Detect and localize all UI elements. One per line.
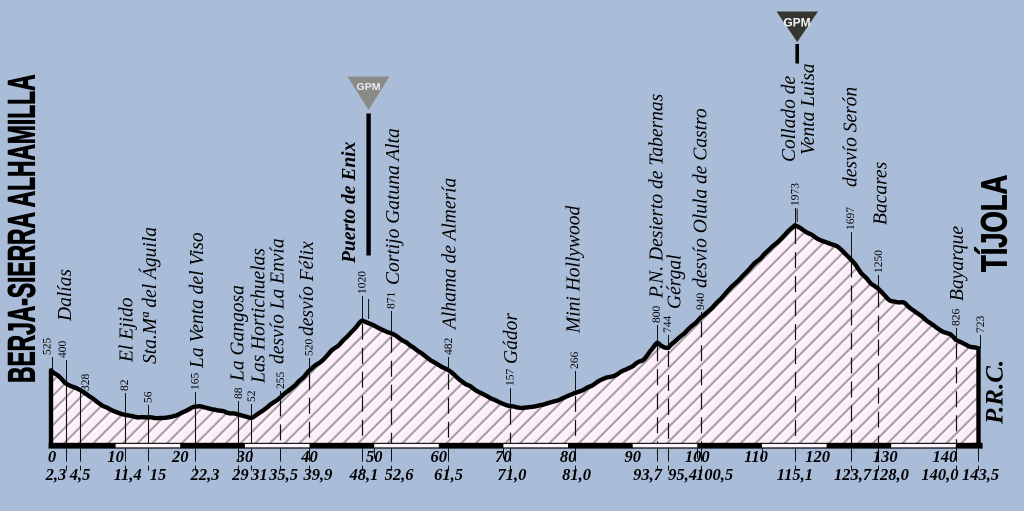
svg-text:48,1: 48,1	[348, 465, 378, 484]
svg-text:482: 482	[443, 338, 455, 356]
svg-text:desvío Félix: desvío Félix	[297, 241, 318, 336]
svg-text:50: 50	[366, 447, 383, 466]
svg-text:Las Hortichuelas: Las Hortichuelas	[248, 248, 269, 384]
svg-text:Dalías: Dalías	[55, 269, 76, 322]
svg-text:Mini Hollywood: Mini Hollywood	[564, 205, 585, 334]
svg-text:140: 140	[933, 447, 958, 466]
svg-text:871: 871	[386, 292, 398, 310]
svg-text:940: 940	[695, 293, 707, 311]
svg-text:35,5: 35,5	[268, 465, 298, 484]
svg-text:20: 20	[171, 447, 189, 466]
svg-text:123,7: 123,7	[834, 465, 872, 484]
svg-text:Puerto de Enix: Puerto de Enix	[339, 141, 360, 264]
svg-text:100,5: 100,5	[696, 465, 733, 484]
svg-text:60: 60	[431, 447, 448, 466]
svg-text:P.R.C.: P.R.C.	[982, 360, 1009, 425]
svg-text:1250: 1250	[873, 250, 885, 273]
svg-text:520: 520	[303, 339, 315, 357]
svg-text:11,4: 11,4	[114, 465, 142, 484]
svg-text:2,3: 2,3	[45, 465, 67, 484]
svg-text:266: 266	[569, 352, 581, 370]
svg-text:BERJA-SIERRA ALHAMILLA: BERJA-SIERRA ALHAMILLA	[1, 74, 43, 383]
svg-text:61,5: 61,5	[434, 465, 463, 484]
svg-text:29: 29	[231, 465, 249, 484]
svg-text:P.N. Desierto de Tabernas: P.N. Desierto de Tabernas	[647, 94, 668, 299]
svg-text:1020: 1020	[356, 271, 368, 294]
svg-text:desvío La Envía: desvío La Envía	[268, 238, 289, 364]
svg-text:4,5: 4,5	[69, 465, 91, 484]
svg-text:90: 90	[624, 447, 641, 466]
svg-text:71,0: 71,0	[497, 465, 526, 484]
svg-text:723: 723	[975, 316, 987, 334]
svg-text:52: 52	[246, 390, 258, 402]
svg-text:128,0: 128,0	[872, 465, 909, 484]
svg-text:93,7: 93,7	[633, 465, 663, 484]
svg-text:115,1: 115,1	[777, 465, 813, 484]
svg-text:130: 130	[873, 447, 898, 466]
svg-text:Bacares: Bacares	[870, 162, 891, 225]
svg-text:desvío Serón: desvío Serón	[841, 87, 862, 187]
svg-text:80: 80	[560, 447, 577, 466]
svg-text:52,6: 52,6	[385, 465, 415, 484]
svg-text:328: 328	[80, 374, 92, 392]
svg-text:39,9: 39,9	[302, 465, 332, 484]
svg-text:165: 165	[190, 373, 202, 391]
svg-text:157: 157	[504, 369, 516, 387]
svg-text:110: 110	[744, 447, 768, 466]
svg-text:744: 744	[662, 316, 674, 334]
svg-text:TÍJOLA: TÍJOLA	[974, 175, 1015, 272]
svg-text:88: 88	[233, 387, 245, 399]
svg-text:800: 800	[651, 306, 663, 324]
svg-text:140,0: 140,0	[921, 465, 958, 484]
svg-text:10: 10	[107, 447, 124, 466]
svg-text:525: 525	[42, 338, 54, 356]
svg-text:95,4: 95,4	[668, 465, 697, 484]
svg-text:Venta Luisa: Venta Luisa	[798, 63, 819, 155]
svg-text:Alhama de Almería: Alhama de Almería	[440, 177, 461, 331]
svg-text:826: 826	[950, 309, 962, 327]
svg-text:81,0: 81,0	[562, 465, 591, 484]
svg-text:El Ejido: El Ejido	[117, 297, 138, 363]
svg-text:31: 31	[250, 465, 268, 484]
svg-text:1697: 1697	[845, 207, 857, 230]
svg-text:La Venta del Viso: La Venta del Viso	[187, 232, 208, 369]
svg-text:56: 56	[143, 391, 155, 403]
svg-text:Bayarque: Bayarque	[947, 226, 968, 301]
svg-text:40: 40	[300, 447, 318, 466]
svg-text:Cortijo Gatuna Alta: Cortijo Gatuna Alta	[383, 128, 404, 285]
svg-text:82: 82	[119, 379, 131, 391]
svg-text:70: 70	[495, 447, 512, 466]
svg-text:0: 0	[48, 447, 56, 466]
svg-text:Gádor: Gádor	[501, 313, 522, 364]
svg-text:22,3: 22,3	[190, 465, 220, 484]
svg-text:143,5: 143,5	[962, 465, 999, 484]
svg-text:120: 120	[805, 447, 830, 466]
svg-text:1973: 1973	[789, 183, 801, 206]
svg-text:GPM: GPM	[357, 81, 381, 93]
svg-text:Collado de: Collado de	[779, 76, 800, 162]
svg-text:GPM: GPM	[783, 16, 810, 30]
svg-text:La Gangosa: La Gangosa	[227, 285, 248, 382]
svg-text:100: 100	[685, 447, 710, 466]
svg-text:Gérgal: Gérgal	[665, 254, 686, 309]
svg-text:255: 255	[275, 372, 287, 390]
svg-text:400: 400	[57, 341, 69, 359]
svg-text:30: 30	[236, 447, 254, 466]
svg-text:15: 15	[150, 465, 167, 484]
svg-text:desvío Olula de Castro: desvío Olula de Castro	[691, 108, 712, 288]
svg-text:Sta.Mª del Águila: Sta.Mª del Águila	[139, 227, 161, 364]
